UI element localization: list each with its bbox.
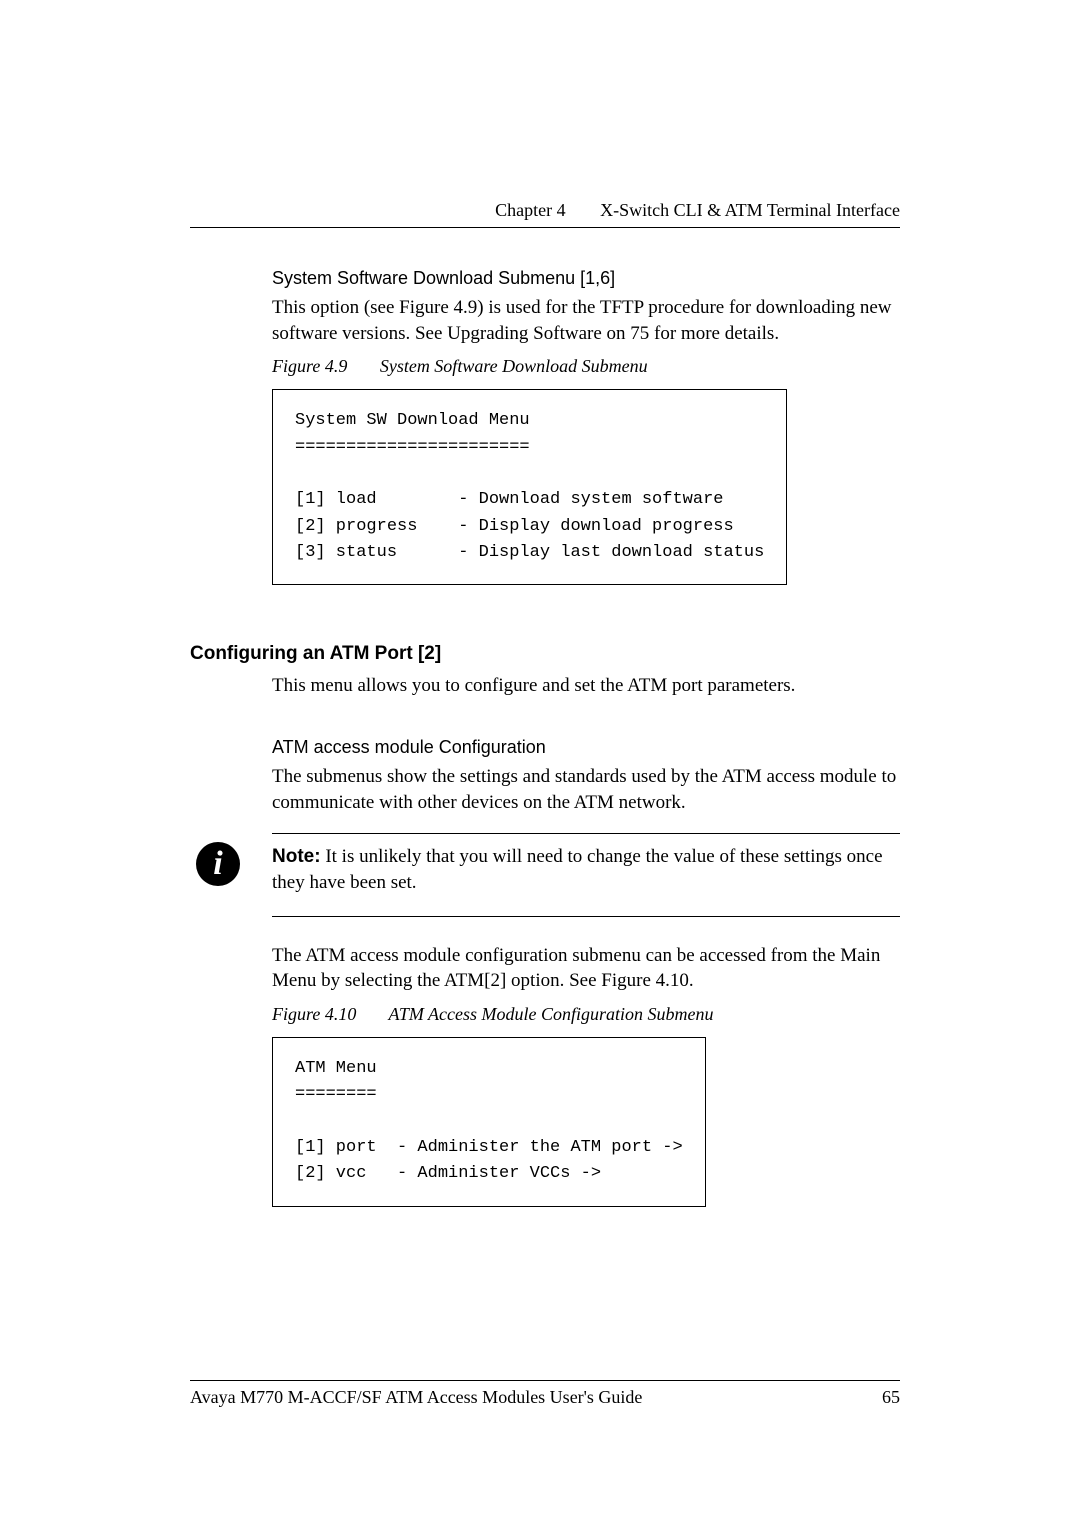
chapter-label: Chapter 4 [495,200,565,220]
figure-number-49: Figure 4.9 [272,356,347,376]
figure-caption-49: Figure 4.9 System Software Download Subm… [272,356,900,377]
page: Chapter 4 X-Switch CLI & ATM Terminal In… [0,0,1080,1528]
figure-caption-410: Figure 4.10 ATM Access Module Configurat… [272,1004,900,1025]
info-icon: i [196,842,240,886]
figure-title-410: ATM Access Module Configuration Submenu [389,1004,714,1024]
figure-title-49: System Software Download Submenu [380,356,648,376]
code-box-atm-menu: ATM Menu ======== [1] port - Administer … [272,1037,706,1207]
paragraph-atm-config: The submenus show the settings and stand… [272,764,900,815]
footer-page-number: 65 [882,1387,900,1408]
page-footer: Avaya M770 M-ACCF/SF ATM Access Modules … [190,1380,900,1408]
note-body: It is unlikely that you will need to cha… [272,846,883,893]
page-header: Chapter 4 X-Switch CLI & ATM Terminal In… [190,200,900,228]
section-atm-port: This menu allows you to configure and se… [272,673,900,1216]
figure-number-410: Figure 4.10 [272,1004,356,1024]
section-heading-atm-port: Configuring an ATM Port [2] [190,643,900,665]
note-block: i Note: It is unlikely that you will nee… [272,833,900,916]
subheading-atm-config: ATM access module Configuration [272,737,900,758]
subheading-sw-download: System Software Download Submenu [1,6] [272,268,900,289]
code-box-sw-download: System SW Download Menu ================… [272,389,787,585]
footer-left: Avaya M770 M-ACCF/SF ATM Access Modules … [190,1387,642,1408]
spacer [272,707,900,737]
paragraph-atm-access: The ATM access module configuration subm… [272,943,900,994]
paragraph-atm-intro: This menu allows you to configure and se… [272,673,900,699]
note-text: Note: It is unlikely that you will need … [272,844,900,895]
paragraph-sw-download: This option (see Figure 4.9) is used for… [272,295,900,346]
header-title: X-Switch CLI & ATM Terminal Interface [600,200,900,220]
note-label: Note: [272,846,321,867]
section-sw-download: System Software Download Submenu [1,6] T… [272,268,900,595]
